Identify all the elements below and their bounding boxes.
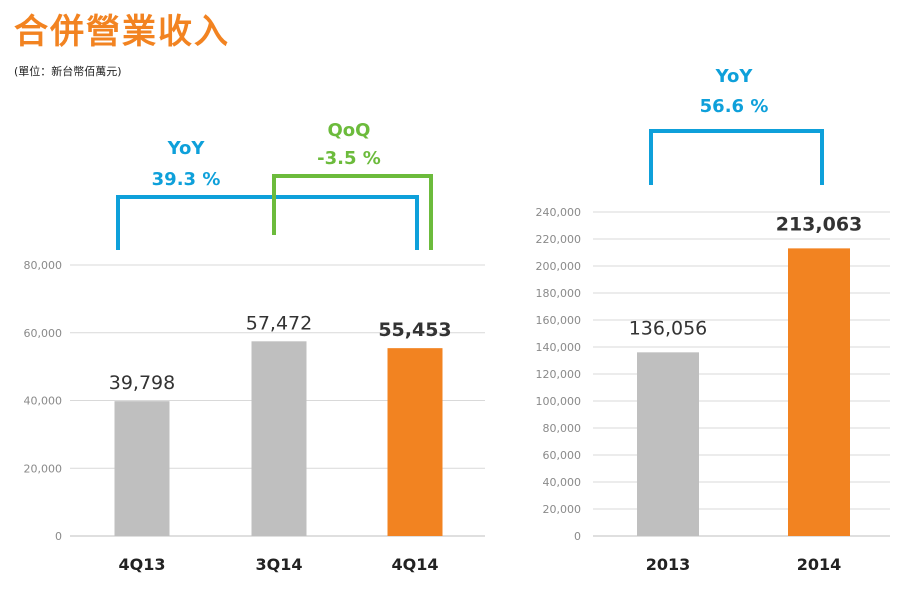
- y-tick-label: 0: [55, 530, 62, 543]
- y-tick-label: 80,000: [543, 422, 582, 435]
- bar-3Q14: [251, 341, 307, 536]
- y-tick-label: 20,000: [24, 462, 63, 475]
- yoy-value: 56.6 %: [700, 96, 769, 117]
- annual-revenue-chart: 0 20,000 40,000 60,000 80,000 100,000 120,000 1…: [536, 66, 890, 574]
- page-title: 合併營業收入: [14, 12, 230, 52]
- y-tick-label: 240,000: [536, 206, 582, 219]
- yoy-label: YoY: [167, 138, 206, 159]
- y-tick-label: 60,000: [24, 327, 63, 340]
- qoq-value: -3.5 %: [317, 148, 381, 169]
- yoy-bracket: [649, 129, 824, 185]
- quarterly-revenue-chart: 0 20,000 40,000 60,000 80,000 39,798 4Q13 57,47…: [24, 120, 485, 574]
- qoq-bracket: [272, 174, 433, 250]
- y-tick-label: 180,000: [536, 287, 582, 300]
- y-tick-label: 20,000: [543, 503, 582, 516]
- data-label: 136,056: [629, 317, 708, 339]
- bar-4Q13: [114, 401, 170, 536]
- bar-2013: [637, 352, 699, 536]
- y-tick-label: 100,000: [536, 395, 582, 408]
- y-tick-label: 0: [574, 530, 581, 543]
- data-label: 39,798: [109, 372, 175, 394]
- data-label: 55,453: [378, 319, 451, 341]
- yoy-bracket: [116, 195, 419, 250]
- x-tick-label: 2014: [797, 555, 842, 574]
- y-tick-label: 80,000: [24, 259, 63, 272]
- x-tick-label: 4Q14: [392, 555, 439, 574]
- y-tick-label: 200,000: [536, 260, 582, 273]
- unit-note: (單位：新台幣佰萬元): [14, 65, 122, 78]
- y-tick-label: 40,000: [543, 476, 582, 489]
- y-tick-label: 60,000: [543, 449, 582, 462]
- yoy-label: YoY: [715, 66, 754, 87]
- x-tick-label: 3Q14: [256, 555, 303, 574]
- yoy-value: 39.3 %: [152, 169, 221, 190]
- x-tick-label: 4Q13: [119, 555, 166, 574]
- y-tick-label: 160,000: [536, 314, 582, 327]
- data-label: 213,063: [776, 213, 863, 235]
- qoq-label: QoQ: [328, 120, 371, 141]
- y-tick-label: 220,000: [536, 233, 582, 246]
- x-tick-label: 2013: [646, 555, 691, 574]
- y-tick-label: 40,000: [24, 395, 63, 408]
- bar-2014: [788, 248, 850, 537]
- y-tick-label: 120,000: [536, 368, 582, 381]
- bar-4Q14: [387, 348, 443, 536]
- data-label: 57,472: [246, 312, 312, 334]
- y-tick-label: 140,000: [536, 341, 582, 354]
